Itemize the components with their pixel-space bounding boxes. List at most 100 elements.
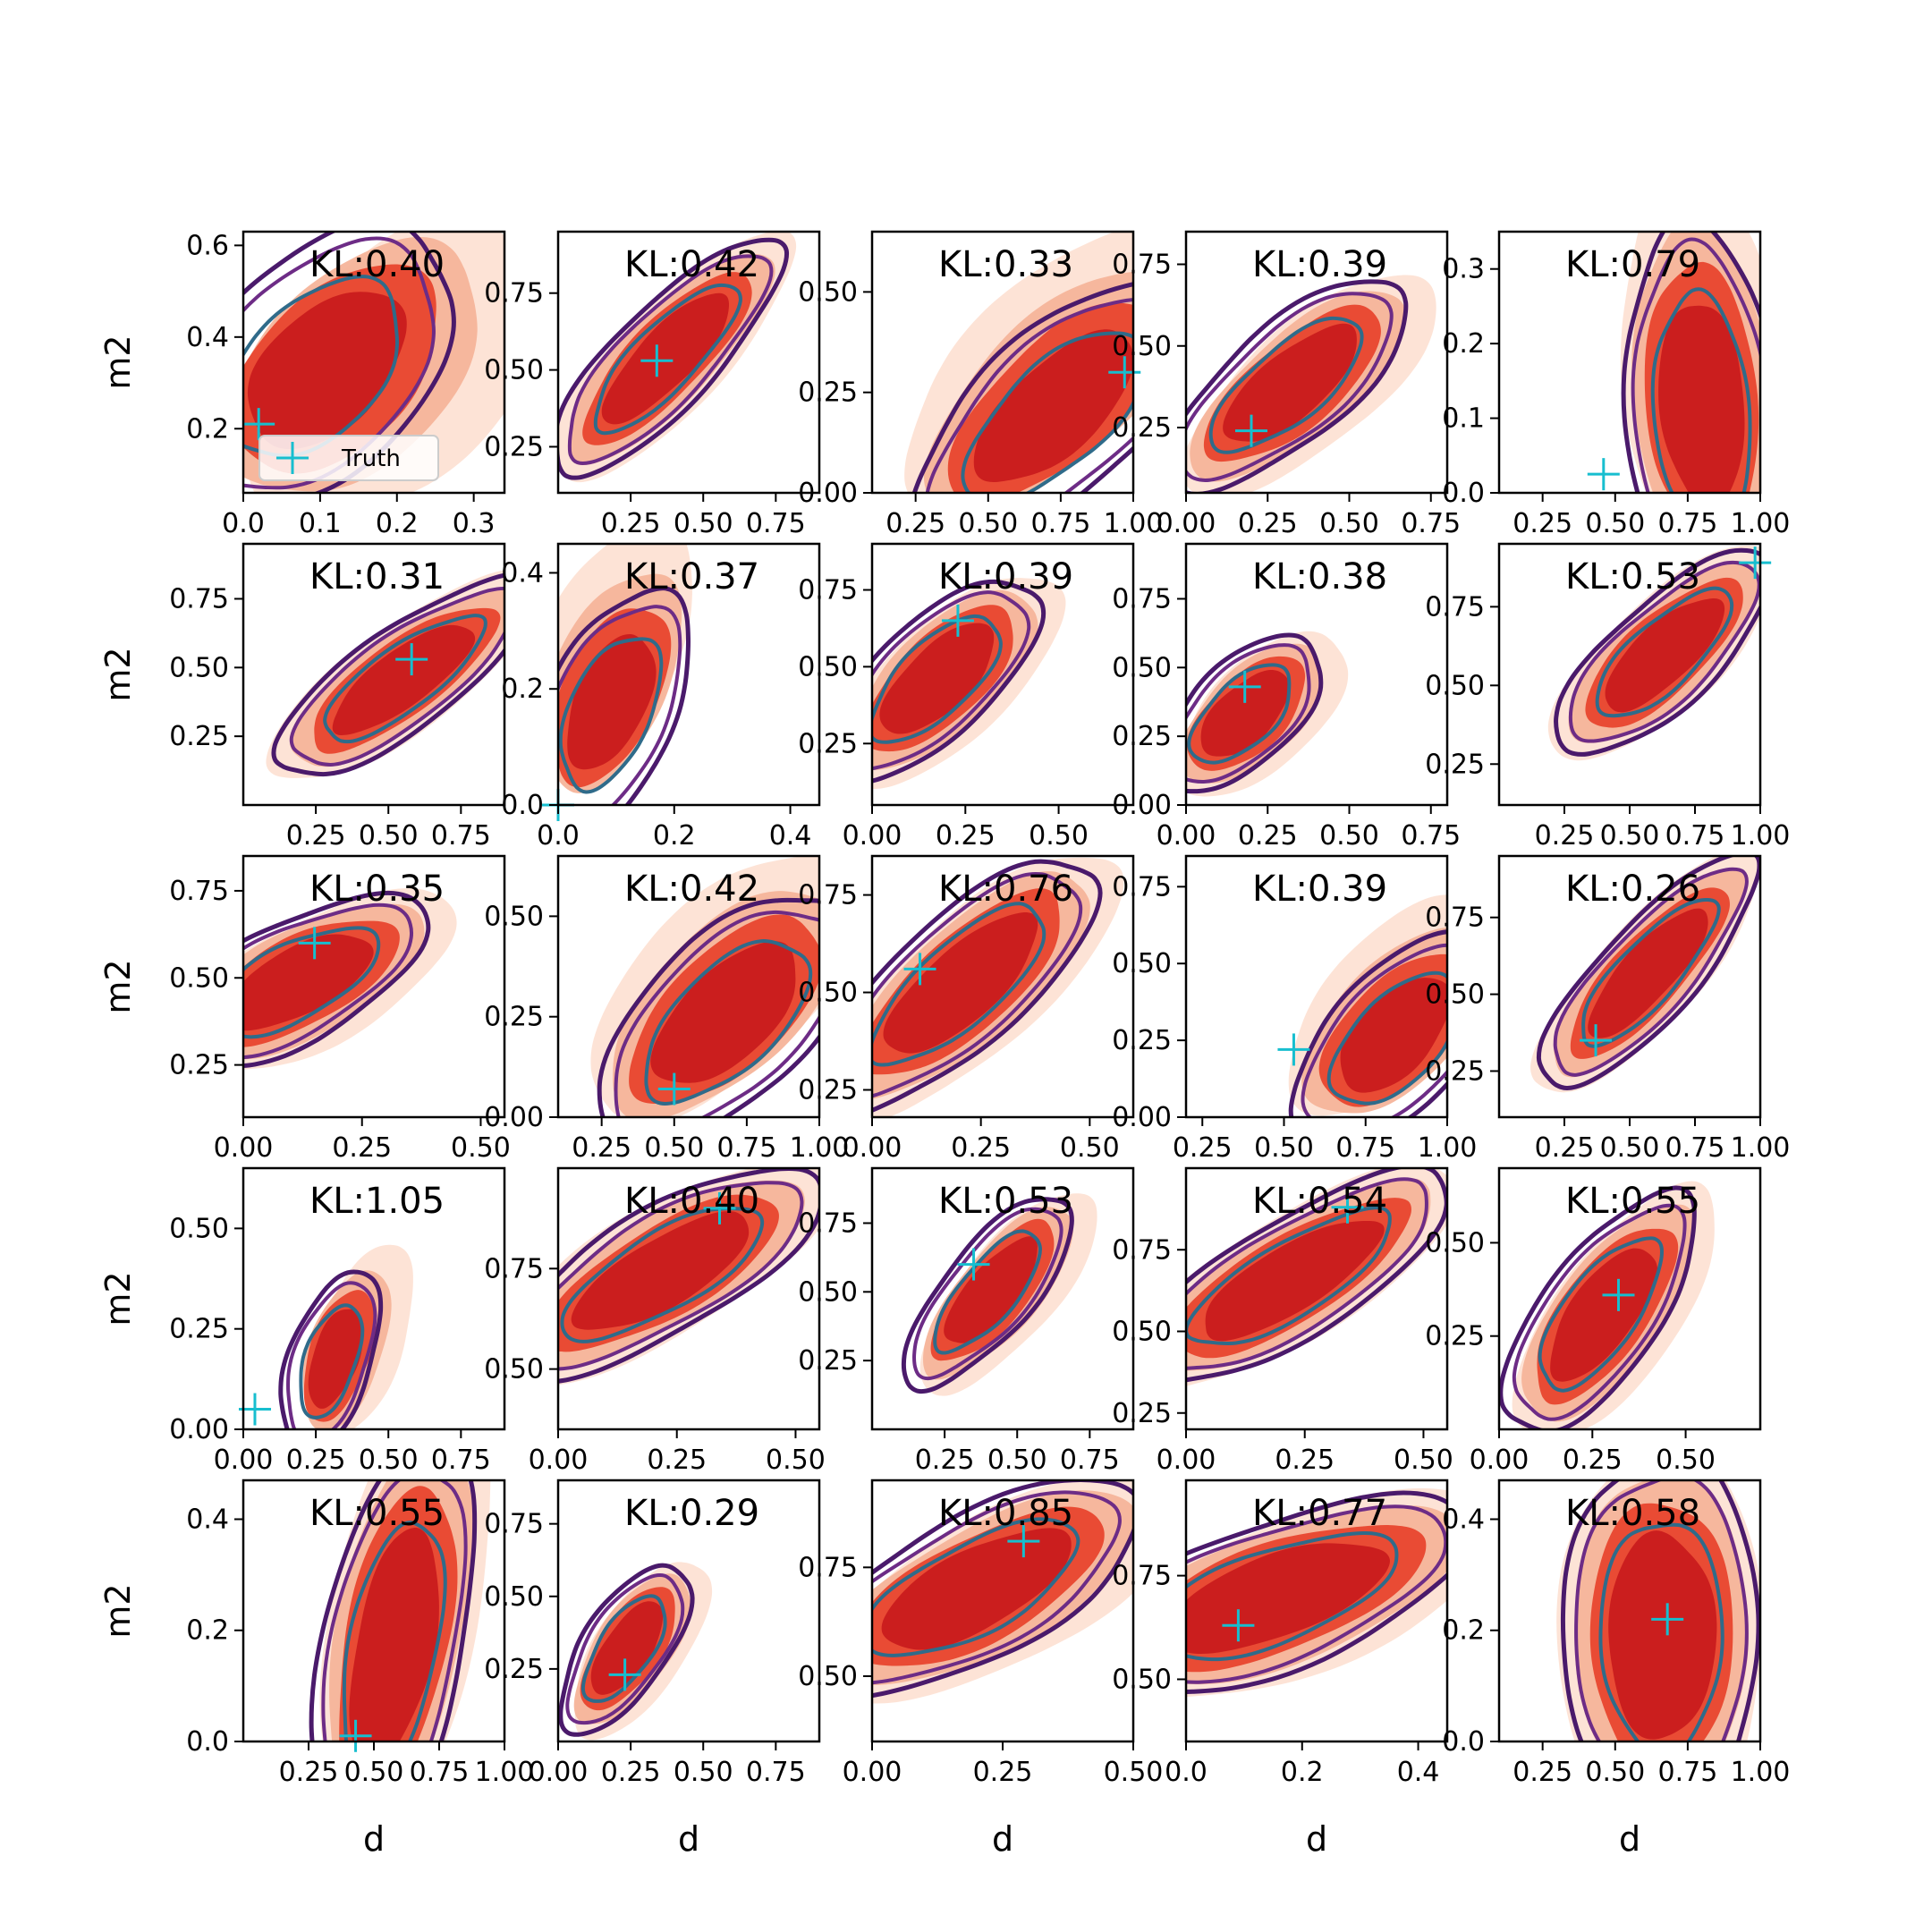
y-tick-label: 0.2 xyxy=(1442,328,1485,360)
y-tick-label: 0.75 xyxy=(169,583,229,614)
subplot-plot-area xyxy=(558,1168,819,1385)
contour-outer xyxy=(1186,632,1324,794)
subplot-plot-area xyxy=(904,232,1133,493)
kl-annotation: KL:0.39 xyxy=(938,556,1073,597)
y-tick-label: 0.50 xyxy=(169,1213,229,1244)
contour-inner xyxy=(872,902,1046,1067)
kl-annotation: KL:0.26 xyxy=(1565,869,1700,910)
axes-frame xyxy=(556,854,821,1119)
density-fill-level-4 xyxy=(1205,1221,1385,1342)
contour-mid xyxy=(912,1207,1063,1381)
y-tick-label: 0.4 xyxy=(186,1504,229,1535)
contour-mid xyxy=(925,298,1133,493)
subplot-4: KL:0.39 0.00 0.25 0.50 0.75 0.25 0.50 0.75 xyxy=(1112,230,1461,539)
truth-marker xyxy=(339,1719,372,1752)
truth-marker xyxy=(608,1658,641,1691)
density-fill-level-4 xyxy=(1550,1248,1658,1382)
y-tick-label: 0.00 xyxy=(1112,1102,1172,1133)
contour-mid xyxy=(1631,237,1760,493)
kl-annotation: KL:0.37 xyxy=(624,556,759,597)
kl-annotation: KL:0.53 xyxy=(938,1181,1073,1222)
contour-inner xyxy=(1650,287,1752,493)
y-tick-label: 0.6 xyxy=(186,230,229,261)
contour-outer xyxy=(243,232,456,493)
y-tick-label: 0.50 xyxy=(484,901,544,932)
x-tick-label: 1.00 xyxy=(1731,820,1791,852)
y-tick-label: 0.50 xyxy=(798,276,858,308)
subplot-plot-area xyxy=(266,570,504,778)
x-tick-label: 1.00 xyxy=(475,1757,535,1788)
axes-frame xyxy=(556,1479,821,1743)
subplot-16: KL:1.05 0.00 0.25 0.50 0.75 0.00 0.25 0.50 m2 xyxy=(98,1166,506,1476)
subplot-1: KL:0.40 0.0 0.1 0.2 0.3 0.2 0.4 0.6 Truth m2 xyxy=(98,230,506,539)
subplot-plot-area xyxy=(243,888,457,1070)
truth-marker xyxy=(1228,670,1261,703)
truth-marker xyxy=(242,408,275,441)
contour-outer xyxy=(271,572,504,777)
y-tick-label: 0.25 xyxy=(1425,749,1485,780)
x-tick-label: 0.00 xyxy=(1470,1445,1530,1476)
x-tick-label: 0.75 xyxy=(410,1757,470,1788)
subplot-24: KL:0.77 0.0 0.2 0.4 0.50 0.75 d xyxy=(1112,1479,1449,1859)
contour-outer xyxy=(872,859,1103,1114)
x-tick-label: 0.75 xyxy=(746,508,806,539)
y-tick-label: 0.50 xyxy=(1112,1317,1172,1348)
x-tick-label: 0.50 xyxy=(1600,1132,1660,1164)
contour-outer xyxy=(1499,1185,1697,1429)
contour-outer xyxy=(1560,1480,1760,1741)
kl-annotation: KL:0.77 xyxy=(1252,1493,1387,1534)
y-tick-label: 0.00 xyxy=(1112,790,1172,821)
y-tick-label: 0.0 xyxy=(1442,478,1485,509)
subplot-18: KL:0.53 0.25 0.50 0.75 0.25 0.50 0.75 xyxy=(798,1166,1135,1476)
subplot-plot-area xyxy=(1556,1480,1760,1741)
x-tick-label: 0.2 xyxy=(376,508,419,539)
subplot-6: KL:0.31 0.25 0.50 0.75 0.25 0.50 0.75 m2 xyxy=(98,542,506,852)
y-tick-label: 0.50 xyxy=(484,1354,544,1385)
x-tick-label: 0.50 xyxy=(674,508,733,539)
contour-inner xyxy=(323,614,487,744)
subplot-7: KL:0.37 0.0 0.2 0.4 0.0 0.2 0.4 xyxy=(501,542,821,852)
subplot-plot-area xyxy=(1530,856,1760,1093)
contour-inner xyxy=(1186,1530,1399,1662)
y-tick-label: 0.50 xyxy=(798,978,858,1009)
y-axis-label: m2 xyxy=(98,1583,138,1638)
truth-marker xyxy=(640,344,674,377)
contour-mid xyxy=(1186,292,1394,482)
contour-outer xyxy=(558,237,789,480)
density-fill-level-4 xyxy=(243,934,374,1031)
subplot-21: KL:0.55 0.25 0.50 0.75 1.00 0.0 0.2 0.4 m2 d xyxy=(98,1479,535,1859)
legend-box xyxy=(258,435,439,481)
density-fill-level-4 xyxy=(1658,305,1745,493)
y-tick-label: 0.75 xyxy=(1425,902,1485,934)
subplot-plot-area xyxy=(872,857,1124,1117)
contour-inner xyxy=(342,1521,447,1741)
y-tick-label: 0.50 xyxy=(1112,948,1172,979)
kl-annotation: KL:0.55 xyxy=(309,1493,445,1534)
y-tick-label: 0.25 xyxy=(798,1345,858,1377)
density-fill-level-4 xyxy=(1200,669,1290,757)
subplot-11: KL:0.35 0.00 0.25 0.50 0.25 0.50 0.75 m2 xyxy=(98,854,511,1164)
truth-marker xyxy=(903,953,936,986)
axes-frame xyxy=(870,230,1135,495)
axes-frame xyxy=(242,1166,506,1431)
subplot-plot-area xyxy=(558,544,692,805)
x-tick-label: 0.25 xyxy=(1238,820,1298,852)
y-tick-label: 0.50 xyxy=(798,1661,858,1692)
contour-inner xyxy=(1187,663,1292,765)
x-tick-label: 1.00 xyxy=(1731,1757,1791,1788)
x-tick-label: 1.00 xyxy=(1418,1132,1478,1164)
contour-mid xyxy=(1553,867,1749,1077)
subplot-14: KL:0.390.25 0.50 0.75 1.000.000.250.500.75 xyxy=(1112,854,1478,1164)
kl-annotation: KL:0.42 xyxy=(624,244,759,285)
contour-mid xyxy=(243,902,414,1060)
x-tick-label: 0.00 xyxy=(843,1757,902,1788)
truth-marker xyxy=(1651,1603,1684,1636)
y-tick-label: 0.25 xyxy=(169,721,229,752)
subplot-plot-area xyxy=(1547,546,1760,761)
y-tick-label: 0.0 xyxy=(186,1726,229,1758)
x-axis-label: d xyxy=(1306,1819,1327,1859)
subplot-15: KL:0.260.25 0.50 0.75 1.000.250.500.75 xyxy=(1425,854,1790,1164)
axes-frame xyxy=(1184,854,1449,1119)
x-tick-label: 0.25 xyxy=(286,820,346,852)
truth-marker xyxy=(1222,1609,1255,1642)
